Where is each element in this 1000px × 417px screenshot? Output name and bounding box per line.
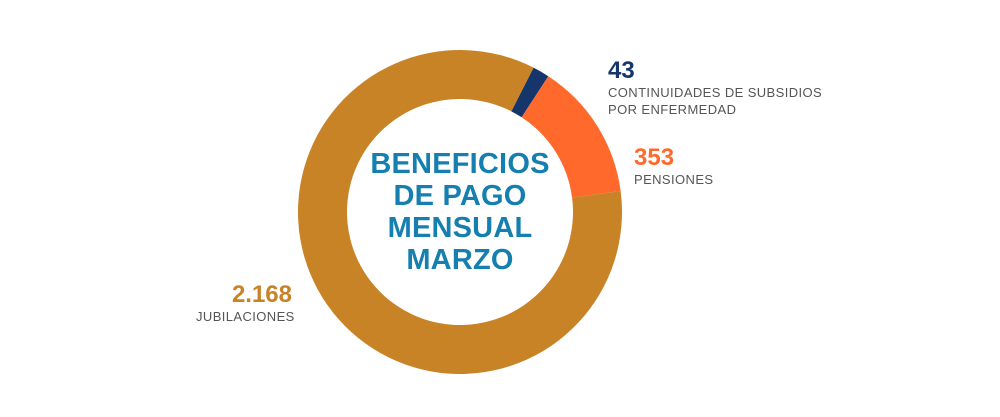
slice-label-jubilaciones: 2.168 JUBILACIONES [196, 281, 295, 325]
title-line-1: BENEFICIOS [370, 148, 550, 180]
slice-text-pensiones: PENSIONES [634, 172, 714, 187]
slice-value-jubilaciones: 2.168 [231, 281, 292, 308]
slice-text-jubilaciones: JUBILACIONES [196, 309, 295, 324]
title-line-4: MARZO [406, 244, 514, 276]
slice-text-subsidios-line-2: POR ENFERMEDAD [608, 102, 737, 117]
slice-value-pensiones: 353 [634, 144, 675, 171]
slice-value-subsidios: 43 [608, 57, 635, 84]
slice-label-subsidios: 43 CONTINUIDADES DE SUBSIDIOS POR ENFERM… [608, 58, 822, 118]
slice-pensiones [521, 76, 621, 198]
slice-jubilaciones [298, 49, 622, 375]
slice-text-subsidios-line-1: CONTINUIDADES DE SUBSIDIOS [608, 85, 823, 100]
title-line-2: DE PAGO [393, 180, 527, 212]
slice-label-pensiones: 353 PENSIONES [634, 145, 713, 188]
slice-subsidios [511, 67, 549, 118]
chart-title: BENEFICIOS DE PAGO MENSUAL MARZO [340, 148, 580, 276]
title-line-3: MENSUAL [387, 212, 533, 244]
